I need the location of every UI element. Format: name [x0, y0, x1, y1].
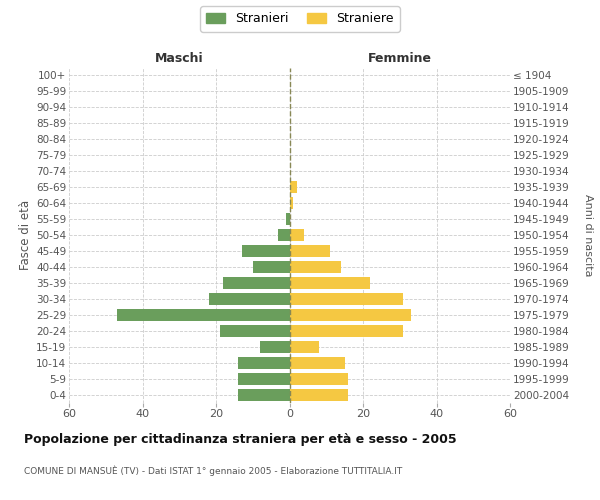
- Text: COMUNE DI MANSUÈ (TV) - Dati ISTAT 1° gennaio 2005 - Elaborazione TUTTITALIA.IT: COMUNE DI MANSUÈ (TV) - Dati ISTAT 1° ge…: [24, 466, 402, 476]
- Bar: [290, 340, 319, 352]
- Bar: [220, 324, 290, 336]
- Bar: [290, 309, 411, 320]
- Bar: [238, 356, 290, 368]
- Bar: [238, 372, 290, 384]
- Text: Maschi: Maschi: [155, 52, 203, 65]
- Bar: [278, 229, 290, 241]
- Bar: [290, 245, 330, 257]
- Bar: [290, 229, 304, 241]
- Bar: [290, 181, 297, 193]
- Bar: [290, 388, 348, 400]
- Bar: [290, 293, 403, 305]
- Bar: [290, 197, 293, 209]
- Legend: Stranieri, Straniere: Stranieri, Straniere: [200, 6, 400, 32]
- Text: Femmine: Femmine: [368, 52, 432, 65]
- Bar: [238, 388, 290, 400]
- Text: Popolazione per cittadinanza straniera per età e sesso - 2005: Popolazione per cittadinanza straniera p…: [24, 432, 457, 446]
- Y-axis label: Anni di nascita: Anni di nascita: [583, 194, 593, 276]
- Bar: [290, 324, 403, 336]
- Bar: [242, 245, 290, 257]
- Bar: [253, 261, 290, 273]
- Bar: [286, 213, 290, 225]
- Bar: [260, 340, 290, 352]
- Bar: [290, 356, 344, 368]
- Bar: [290, 277, 370, 289]
- Bar: [223, 277, 290, 289]
- Bar: [290, 261, 341, 273]
- Bar: [290, 372, 348, 384]
- Bar: [209, 293, 290, 305]
- Y-axis label: Fasce di età: Fasce di età: [19, 200, 32, 270]
- Bar: [117, 309, 290, 320]
